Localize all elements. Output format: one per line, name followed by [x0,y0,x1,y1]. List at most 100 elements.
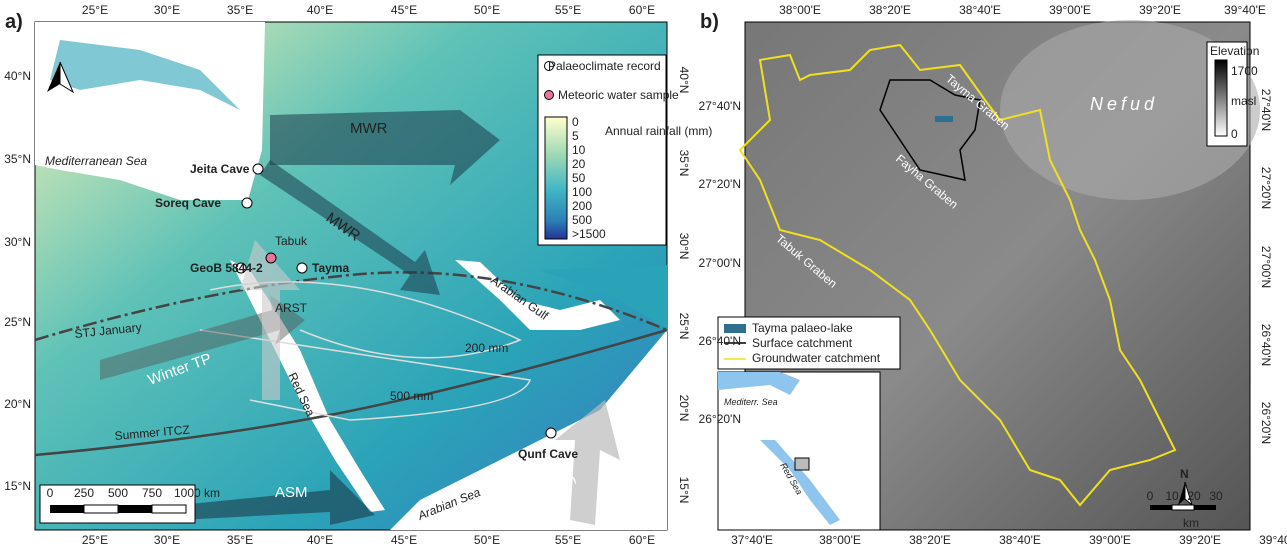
scale-label: 30 [1209,489,1223,503]
scale-unit: km [1183,516,1199,530]
legend-label: Groundwater catchment [752,351,881,365]
lon-tick-label: 38°20'E [909,533,951,547]
lon-tick-label: 35°E [227,3,253,17]
lon-tick-label: 25°E [82,533,108,547]
lon-tick-label: 38°40'E [999,533,1041,547]
legend-label: Palaeoclimate record [548,59,661,73]
site-label: Qunf Cave [518,447,578,461]
legend-class: 200 [572,199,592,213]
lon-tick-label: 55°E [555,3,581,17]
legend-class: 0 [572,115,579,129]
panel-label: b) [700,11,719,33]
site-label: Jeita Cave [190,162,250,176]
site-label: Tabuk [275,234,308,248]
map-b [717,20,1260,531]
legend-label: 0 [1231,127,1238,141]
legend-title: Elevation [1210,44,1259,58]
legend-class: 50 [572,171,586,185]
lat-tick-label: 40°N [677,67,691,94]
legend-label: Meteoric water sample [558,88,679,102]
label: 500 mm [390,389,433,403]
scale-label: 750 [142,486,162,500]
lon-tick-label: 40°E [307,533,333,547]
scale-label: 250 [74,486,94,500]
lat-tick-label: 30°N [4,235,31,249]
inset-label: Mediterr. Sea [724,397,778,407]
legend-label: 1700 [1231,64,1258,78]
legend-class: 10 [572,143,586,157]
lon-tick-label: 50°E [474,3,500,17]
site-label: GeoB 5844-2 [190,261,263,275]
lon-tick-label: 35°E [227,533,253,547]
lon-tick-label: 55°E [555,533,581,547]
legend-class: 500 [572,213,592,227]
lat-tick-label: 35°N [4,152,31,166]
lon-tick-label: 39°00'E [1089,533,1131,547]
scale-label: 0 [1147,489,1154,503]
lat-tick-label: 27°40'N [699,99,741,113]
lon-tick-label: 60°E [629,533,655,547]
legend-label: Tayma palaeo-lake [752,321,853,335]
lat-tick-label: 30°N [677,233,691,260]
legend-label: masl [1231,94,1256,108]
scale-label: 10 [1165,489,1179,503]
lon-tick-label: 37°40'E [731,533,773,547]
lon-tick-label: 38°00'E [779,3,821,17]
lat-tick-label: 20°N [677,395,691,422]
lat-tick-label: 27°40'N [1259,89,1273,131]
lon-tick-label: 38°40'E [959,3,1001,17]
lat-tick-label: 26°20'N [1259,402,1273,444]
lat-tick-label: 27°20'N [1259,167,1273,209]
lon-tick-label: 39°00'E [1049,3,1091,17]
site-label: Soreq Cave [155,196,221,210]
legend-title: Annual rainfall (mm) [605,124,712,138]
lat-tick-label: 27°00'N [699,256,741,270]
map-a [34,21,668,531]
legend-class: >1500 [572,227,606,241]
lat-tick-label: 35°N [677,150,691,177]
lon-tick-label: 38°00'E [819,533,861,547]
lat-tick-label: 25°N [677,313,691,340]
lon-tick-label: 60°E [629,3,655,17]
lon-tick-label: 39°40'E [1259,533,1287,547]
label: Nefud [1090,94,1158,114]
sea-label: Mediterranean Sea [45,154,147,168]
scale-label: 500 [108,486,128,500]
label: ASM [275,484,308,501]
site-label: Tayma [312,261,349,275]
label: MWR [350,120,388,137]
scale-label: 20 [1187,489,1201,503]
lon-tick-label: 39°20'E [1139,3,1181,17]
lat-tick-label: 40°N [4,69,31,83]
lat-tick-label: 27°00'N [1259,246,1273,288]
lon-tick-label: 45°E [391,3,417,17]
legend-class: 100 [572,185,592,199]
lon-tick-label: 25°E [82,3,108,17]
lon-tick-label: 30°E [154,533,180,547]
label: 200 mm [465,341,508,355]
legend-class: 5 [572,129,579,143]
north-label: N [1180,467,1189,481]
label: Summer ITCZ [114,422,190,443]
lat-tick-label: 26°20'N [699,412,741,426]
scale-label: 1000 km [174,486,220,500]
lat-tick-label: 27°20'N [699,177,741,191]
lon-tick-label: 39°20'E [1179,533,1221,547]
lon-tick-label: 39°40'E [1224,3,1266,17]
lat-tick-label: 20°N [4,397,31,411]
legend-label: Surface catchment [752,336,853,350]
label: ARST [275,301,308,315]
lon-tick-label: 45°E [391,533,417,547]
lon-tick-label: 40°E [307,3,333,17]
lat-tick-label: 15°N [4,479,31,493]
lat-tick-label: 15°N [677,477,691,504]
lon-tick-label: 30°E [154,3,180,17]
scale-label: 0 [47,486,54,500]
lon-tick-label: 50°E [474,533,500,547]
lat-tick-label: 26°40'N [1259,324,1273,366]
lat-tick-label: 25°N [4,315,31,329]
legend-class: 20 [572,157,586,171]
lat-tick-label: 26°40'N [699,334,741,348]
lon-tick-label: 38°20'E [869,3,911,17]
